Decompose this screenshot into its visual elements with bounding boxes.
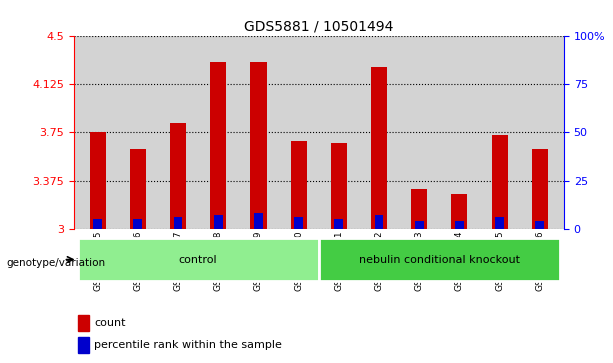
Bar <box>451 194 468 229</box>
Bar <box>170 123 186 229</box>
Title: GDS5881 / 10501494: GDS5881 / 10501494 <box>244 20 394 34</box>
Text: genotype/variation: genotype/variation <box>6 258 105 268</box>
Bar <box>130 148 146 229</box>
Bar <box>375 215 384 229</box>
Bar <box>214 215 223 229</box>
Bar <box>532 148 548 229</box>
Bar <box>134 219 142 229</box>
Bar <box>93 219 102 229</box>
Bar <box>331 143 347 229</box>
Text: percentile rank within the sample: percentile rank within the sample <box>94 340 282 350</box>
Bar <box>89 132 105 229</box>
Bar <box>294 217 303 229</box>
Bar <box>78 238 319 281</box>
Bar <box>319 238 560 281</box>
Bar <box>78 337 89 353</box>
Bar <box>254 213 263 229</box>
Bar <box>411 189 427 229</box>
Bar <box>492 135 508 229</box>
Bar <box>78 315 89 331</box>
Bar <box>210 62 226 229</box>
Bar <box>535 221 544 229</box>
Bar <box>495 217 504 229</box>
Text: count: count <box>94 318 126 328</box>
Bar <box>251 62 267 229</box>
Bar <box>371 67 387 229</box>
Bar <box>291 142 306 229</box>
Bar <box>415 221 424 229</box>
Bar <box>335 219 343 229</box>
Text: control: control <box>179 254 218 265</box>
Bar <box>173 217 183 229</box>
Bar <box>455 221 464 229</box>
Text: nebulin conditional knockout: nebulin conditional knockout <box>359 254 520 265</box>
